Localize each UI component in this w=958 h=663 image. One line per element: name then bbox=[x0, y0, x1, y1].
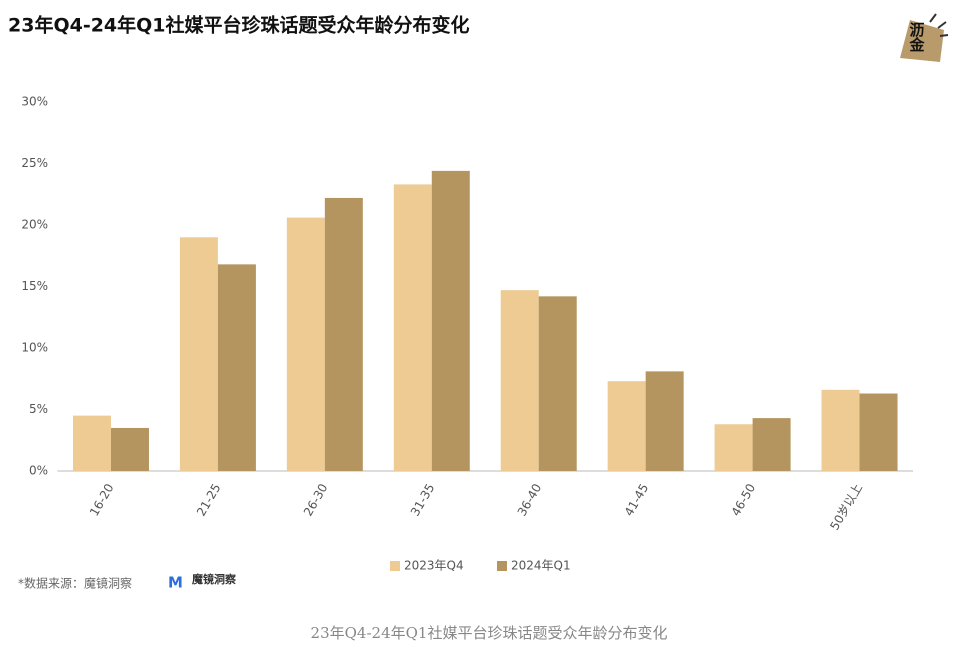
x-tick-label: 50岁以上 bbox=[827, 481, 866, 533]
x-tick-label: 21-25 bbox=[194, 481, 224, 518]
bar bbox=[645, 371, 684, 471]
logo-ray bbox=[939, 34, 949, 37]
y-tick-label: 30% bbox=[21, 95, 48, 109]
bar bbox=[500, 290, 539, 471]
y-tick-label: 15% bbox=[21, 279, 48, 293]
bar bbox=[324, 197, 363, 471]
source-logo: 魔镜洞察 bbox=[192, 572, 237, 586]
bar bbox=[538, 296, 577, 471]
x-tick-label: 41-45 bbox=[622, 481, 652, 518]
bar bbox=[607, 381, 646, 471]
legend-label: 2024年Q1 bbox=[511, 559, 571, 573]
bar bbox=[431, 170, 470, 471]
bar bbox=[179, 237, 218, 471]
legend-swatch bbox=[390, 561, 400, 571]
x-tick-label: 36-40 bbox=[515, 481, 545, 518]
caption: 23年Q4-24年Q1社媒平台珍珠话题受众年龄分布变化 bbox=[311, 624, 668, 642]
logo-ray bbox=[929, 13, 937, 23]
bar bbox=[393, 184, 432, 471]
y-tick-label: 10% bbox=[21, 341, 48, 355]
bar bbox=[714, 424, 753, 471]
bar bbox=[859, 393, 898, 471]
bar bbox=[286, 217, 325, 471]
legend-label: 2023年Q4 bbox=[404, 559, 464, 573]
logo-shape bbox=[900, 20, 944, 62]
x-tick-label: 16-20 bbox=[87, 481, 117, 518]
logo-ray bbox=[937, 21, 947, 29]
logo: 沥金 bbox=[908, 22, 926, 52]
legend-swatch bbox=[497, 561, 507, 571]
bar bbox=[752, 418, 791, 471]
bar bbox=[217, 264, 256, 471]
x-tick-label: 26-30 bbox=[301, 481, 331, 518]
source-logo-mark: M bbox=[168, 574, 183, 592]
bar bbox=[821, 389, 860, 471]
chart-title: 23年Q4-24年Q1社媒平台珍珠话题受众年龄分布变化 bbox=[8, 14, 470, 37]
y-tick-label: 5% bbox=[29, 402, 48, 416]
x-tick-label: 31-35 bbox=[408, 481, 438, 518]
bar bbox=[72, 415, 111, 471]
y-tick-label: 0% bbox=[29, 464, 48, 478]
y-tick-label: 25% bbox=[21, 156, 48, 170]
x-tick-label: 46-50 bbox=[729, 481, 759, 518]
source: *数据来源：魔镜洞察 bbox=[18, 576, 132, 591]
bar bbox=[110, 427, 149, 471]
y-tick-label: 20% bbox=[21, 218, 48, 232]
